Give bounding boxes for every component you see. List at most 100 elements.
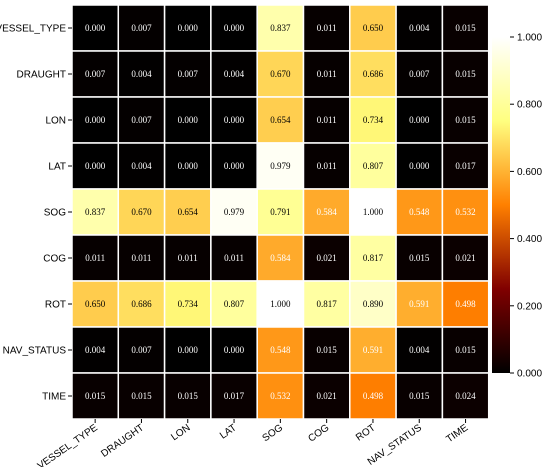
cell-value-label: 0.734 xyxy=(178,299,199,309)
cell-value-label: 0.654 xyxy=(270,115,291,125)
heatmap-cell xyxy=(117,4,166,52)
cell-value-label: 0.807 xyxy=(363,161,384,171)
cell-value-label: 0.021 xyxy=(455,253,475,263)
cell-value-label: 0.015 xyxy=(455,23,476,33)
colorbar-tick-label: 1.000 xyxy=(517,33,542,44)
heatmap-cell xyxy=(117,280,166,328)
heatmap-cell xyxy=(395,50,444,98)
y-tick-label: VESSEL_TYPE xyxy=(0,24,66,35)
heatmap-cell xyxy=(302,4,351,52)
heatmap-cell xyxy=(256,280,305,328)
y-tick-label: NAV_STATUS xyxy=(3,346,67,357)
y-tick-label: DRAUGHT xyxy=(17,70,66,81)
x-axis-ticks: VESSEL_TYPE DRAUGHT LON LAT SOG COG ROTNAV_STA… xyxy=(36,419,471,467)
heatmap-cell xyxy=(441,234,490,282)
cell-value-label: 0.591 xyxy=(363,345,383,355)
cell-value-label: 0.837 xyxy=(270,23,291,33)
heatmap-cell xyxy=(71,280,120,328)
cell-value-label: 0.000 xyxy=(409,161,430,171)
cell-value-label: 0.007 xyxy=(409,69,430,79)
colorbar-tick-label: 0.600 xyxy=(517,167,542,178)
heatmap-cell xyxy=(441,372,490,420)
heatmap-cell xyxy=(256,326,305,374)
cell-value-label: 0.004 xyxy=(224,69,245,79)
colorbar: 0.000 0.200 0.400 0.600 0.800 1.000 xyxy=(492,33,542,380)
x-tick-label: ROT xyxy=(354,422,378,443)
colorbar-tick-label: 0.400 xyxy=(517,234,542,245)
heatmap-cell xyxy=(117,96,166,144)
y-tick-label: COG xyxy=(43,254,66,265)
cell-value-label: 0.015 xyxy=(85,391,106,401)
cell-value-label: 0.011 xyxy=(317,69,337,79)
cell-value-label: 0.011 xyxy=(85,253,105,263)
cell-value-label: 0.021 xyxy=(317,391,337,401)
cell-value-label: 0.650 xyxy=(85,299,106,309)
cell-value-label: 0.000 xyxy=(409,115,430,125)
cell-value-label: 0.015 xyxy=(131,391,152,401)
y-axis-ticks: VESSEL_TYPE DRAUGHT LON LAT SOG COG ROT NAV_STA… xyxy=(0,24,72,403)
heatmap-cell xyxy=(117,234,166,282)
heatmap-cell xyxy=(210,326,258,374)
cell-value-label: 0.017 xyxy=(224,391,245,401)
cell-value-label: 0.498 xyxy=(455,299,476,309)
cell-value-label: 0.015 xyxy=(455,345,476,355)
cell-value-label: 0.004 xyxy=(409,23,430,33)
cell-value-label: 0.015 xyxy=(317,345,338,355)
cell-value-label: 0.654 xyxy=(178,207,199,217)
colorbar-tick-label: 0.200 xyxy=(517,301,542,312)
heatmap-cell xyxy=(163,326,212,374)
cell-value-label: 0.817 xyxy=(317,299,338,309)
x-tick-label: LAT xyxy=(218,422,239,441)
heatmap-cell xyxy=(349,50,397,98)
x-tick-label: LON xyxy=(169,422,192,443)
cell-value-label: 0.686 xyxy=(363,69,384,79)
cell-value-label: 0.015 xyxy=(409,391,430,401)
heatmap-cell xyxy=(349,280,397,328)
cell-value-label: 0.007 xyxy=(178,69,199,79)
y-tick-label: TIME xyxy=(42,392,66,403)
cell-value-label: 0.011 xyxy=(317,23,337,33)
heatmap-cell xyxy=(302,188,351,236)
heatmap-cell xyxy=(256,372,305,420)
cell-value-label: 0.532 xyxy=(270,391,290,401)
cell-value-label: 0.017 xyxy=(455,161,476,171)
cell-value-label: 0.837 xyxy=(85,207,106,217)
y-tick-label: LAT xyxy=(48,162,66,173)
cell-value-label: 0.000 xyxy=(224,345,245,355)
cell-value-label: 0.000 xyxy=(178,161,199,171)
heatmap-cell xyxy=(163,234,212,282)
cell-value-label: 0.000 xyxy=(224,161,245,171)
heatmap-cell xyxy=(117,372,166,420)
heatmap-cell xyxy=(302,372,351,420)
cell-value-label: 0.817 xyxy=(363,253,384,263)
cell-value-label: 0.024 xyxy=(455,391,476,401)
cell-value-label: 0.979 xyxy=(270,161,291,171)
cell-value-label: 0.000 xyxy=(224,23,245,33)
heatmap-cells: 0.000 0.007 0.000 0.000 0.837 0.011 0.650 0.004… xyxy=(71,4,490,420)
heatmap-cell xyxy=(441,142,490,190)
x-tick-label: VESSEL_TYPE xyxy=(36,422,100,467)
cell-value-label: 0.007 xyxy=(131,345,152,355)
cell-value-label: 0.000 xyxy=(85,161,106,171)
cell-value-label: 0.584 xyxy=(317,207,338,217)
heatmap-cell xyxy=(210,372,258,420)
y-tick-label: SOG xyxy=(44,208,66,219)
cell-value-label: 0.004 xyxy=(85,345,106,355)
cell-value-label: 0.670 xyxy=(270,69,291,79)
x-tick-label: DRAUGHT xyxy=(99,422,146,459)
cell-value-label: 0.734 xyxy=(363,115,384,125)
heatmap-cell xyxy=(256,234,305,282)
cell-value-label: 0.686 xyxy=(131,299,152,309)
heatmap-cell xyxy=(71,96,120,144)
cell-value-label: 0.548 xyxy=(409,207,430,217)
cell-value-label: 0.890 xyxy=(363,299,384,309)
cell-value-label: 0.021 xyxy=(317,253,337,263)
heatmap-cell xyxy=(302,234,351,282)
cell-value-label: 0.011 xyxy=(131,253,151,263)
cell-value-label: 0.498 xyxy=(363,391,384,401)
heatmap-cell xyxy=(71,188,120,236)
cell-value-label: 0.011 xyxy=(178,253,198,263)
cell-value-label: 0.591 xyxy=(409,299,429,309)
colorbar-gradient xyxy=(492,37,510,373)
cell-value-label: 0.015 xyxy=(455,69,476,79)
